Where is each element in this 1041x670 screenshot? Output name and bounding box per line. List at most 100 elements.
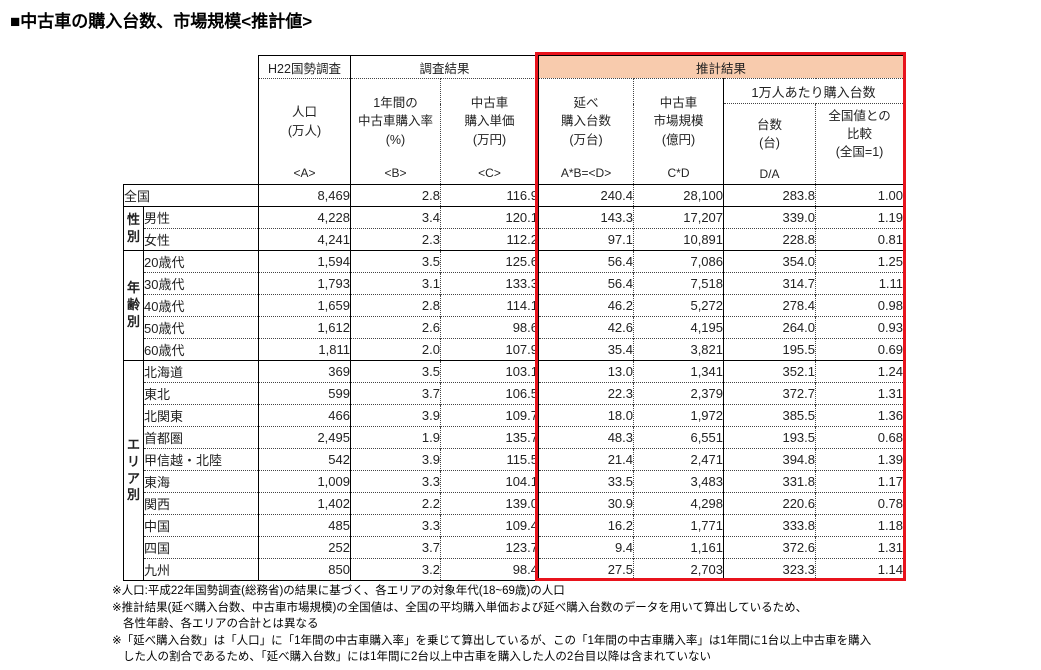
col-label: 1年間の 中古車購入率 (%) bbox=[357, 96, 433, 147]
cell-units-per-10k: 278.4 bbox=[723, 294, 816, 317]
cell-market-size: 17,207 bbox=[633, 206, 724, 229]
col-code: <B> bbox=[384, 166, 407, 180]
table-row: 50歳代 1,612 2.6 98.6 42.6 4,195 264.0 0.93 bbox=[124, 316, 905, 339]
cell-national-ratio: 0.81 bbox=[815, 228, 905, 251]
cell-national-ratio: 1.36 bbox=[815, 404, 905, 427]
col-label: 中古車 市場規模 (億円) bbox=[653, 96, 704, 147]
row-label: 関西 bbox=[143, 492, 259, 515]
row-label: 60歳代 bbox=[143, 338, 259, 361]
cell-population: 1,793 bbox=[258, 272, 351, 295]
cell-population: 466 bbox=[258, 404, 351, 427]
cell-population: 1,612 bbox=[258, 316, 351, 339]
col-header-total-units: 延べ 購入台数 (万台) A*B=<D> bbox=[538, 78, 634, 185]
cell-market-size: 28,100 bbox=[633, 184, 724, 207]
row-label: 四国 bbox=[143, 536, 259, 559]
cell-total-units: 33.5 bbox=[538, 470, 634, 493]
cell-units-per-10k: 333.8 bbox=[723, 514, 816, 537]
cell-total-units: 9.4 bbox=[538, 536, 634, 559]
cell-market-size: 2,379 bbox=[633, 382, 724, 405]
cell-units-per-10k: 314.7 bbox=[723, 272, 816, 295]
cell-units-per-10k: 193.5 bbox=[723, 426, 816, 449]
cell-national-ratio: 1.24 bbox=[815, 360, 905, 383]
cell-population: 485 bbox=[258, 514, 351, 537]
row-label: 甲信越・北陸 bbox=[143, 448, 259, 471]
cell-purchase-rate: 3.5 bbox=[350, 250, 441, 273]
cell-national-ratio: 1.31 bbox=[815, 536, 905, 559]
cell-purchase-rate: 3.2 bbox=[350, 558, 441, 581]
row-label: 女性 bbox=[143, 228, 259, 251]
cell-total-units: 16.2 bbox=[538, 514, 634, 537]
cell-market-size: 1,341 bbox=[633, 360, 724, 383]
cell-total-units: 56.4 bbox=[538, 272, 634, 295]
cell-unit-price: 112.2 bbox=[439, 228, 539, 251]
col-label: 台数 (台) bbox=[757, 117, 783, 150]
footnote-line: ※「延べ購入台数」は「人口」に「1年間の中古車購入率」を乗じて算出しているが、こ… bbox=[112, 634, 872, 647]
table-row: 年齢別 20歳代 1,594 3.5 125.6 56.4 7,086 354.0 1.25 bbox=[123, 250, 905, 361]
cell-market-size: 6,551 bbox=[633, 426, 724, 449]
cell-national-ratio: 1.17 bbox=[815, 470, 905, 493]
cell-market-size: 4,298 bbox=[633, 492, 724, 515]
cell-total-units: 13.0 bbox=[538, 360, 634, 383]
header-spacer bbox=[124, 56, 259, 79]
cell-population: 1,009 bbox=[258, 470, 351, 493]
cell-market-size: 3,483 bbox=[633, 470, 724, 493]
footnote-line: した人の割合であるため、「延べ購入台数」には1年間に2台以上中古車を購入した人の… bbox=[123, 651, 711, 663]
cell-unit-price: 114.1 bbox=[439, 294, 539, 317]
cell-population: 1,402 bbox=[258, 492, 351, 515]
row-label: 50歳代 bbox=[143, 316, 259, 339]
cell-unit-price: 116.9 bbox=[439, 184, 539, 207]
cell-population: 1,659 bbox=[258, 294, 351, 317]
column-header-row: 人口 (万人) <A> 1年間の 中古車購入率 (%) <B> 中古車 購入単価 (… bbox=[124, 78, 905, 185]
table-row: 中国 485 3.3 109.4 16.2 1,771 333.8 1.18 bbox=[124, 514, 905, 537]
col-code: D/A bbox=[759, 166, 780, 181]
row-label: 20歳代 bbox=[143, 250, 259, 273]
cell-total-units: 143.3 bbox=[538, 206, 634, 229]
col-code: <C> bbox=[478, 166, 501, 180]
cell-total-units: 48.3 bbox=[538, 426, 634, 449]
col-code: C*D bbox=[667, 166, 690, 180]
cell-purchase-rate: 3.9 bbox=[350, 448, 441, 471]
cell-unit-price: 98.6 bbox=[439, 316, 539, 339]
cell-population: 4,228 bbox=[258, 206, 351, 229]
footnotes: ※人口:平成22年国勢調査(総務省)の結果に基づく、各エリアの対象年代(18~6… bbox=[112, 583, 871, 666]
cell-total-units: 30.9 bbox=[538, 492, 634, 515]
cell-units-per-10k: 394.8 bbox=[723, 448, 816, 471]
cell-units-per-10k: 331.8 bbox=[723, 470, 816, 493]
cell-national-ratio: 1.11 bbox=[815, 272, 905, 295]
cell-unit-price: 103.1 bbox=[439, 360, 539, 383]
cell-purchase-rate: 2.2 bbox=[350, 492, 441, 515]
cell-market-size: 10,891 bbox=[633, 228, 724, 251]
cell-total-units: 22.3 bbox=[538, 382, 634, 405]
cell-purchase-rate: 2.6 bbox=[350, 316, 441, 339]
table-row: 首都圏 2,495 1.9 135.7 48.3 6,551 193.5 0.68 bbox=[124, 426, 905, 449]
cell-purchase-rate: 2.0 bbox=[350, 338, 441, 361]
cell-national-ratio: 0.98 bbox=[815, 294, 905, 317]
cell-unit-price: 107.9 bbox=[439, 338, 539, 361]
cell-national-ratio: 1.39 bbox=[815, 448, 905, 471]
cell-total-units: 35.4 bbox=[538, 338, 634, 361]
band-header-census: H22国勢調査 bbox=[258, 55, 351, 79]
cell-unit-price: 106.5 bbox=[439, 382, 539, 405]
cell-population: 542 bbox=[258, 448, 351, 471]
cell-market-size: 4,195 bbox=[633, 316, 724, 339]
row-label: 30歳代 bbox=[143, 272, 259, 295]
table-row: 九州 850 3.2 98.4 27.5 2,703 323.3 1.14 bbox=[124, 558, 905, 581]
cell-total-units: 42.6 bbox=[538, 316, 634, 339]
cell-national-ratio: 0.68 bbox=[815, 426, 905, 449]
cell-total-units: 21.4 bbox=[538, 448, 634, 471]
table-row: 四国 252 3.7 123.7 9.4 1,161 372.6 1.31 bbox=[124, 536, 905, 559]
col-code bbox=[817, 164, 903, 184]
row-label: 中国 bbox=[143, 514, 259, 537]
row-label: 北関東 bbox=[143, 404, 259, 427]
cell-unit-price: 104.1 bbox=[439, 470, 539, 493]
cell-population: 850 bbox=[258, 558, 351, 581]
cell-units-per-10k: 228.8 bbox=[723, 228, 816, 251]
cell-purchase-rate: 3.4 bbox=[350, 206, 441, 229]
cell-unit-price: 109.7 bbox=[439, 404, 539, 427]
col-code: A*B=<D> bbox=[560, 166, 612, 180]
cell-population: 2,495 bbox=[258, 426, 351, 449]
cell-unit-price: 109.4 bbox=[439, 514, 539, 537]
col-label: 全国値との 比較 (全国=1) bbox=[828, 108, 891, 160]
cell-purchase-rate: 3.3 bbox=[350, 470, 441, 493]
cell-units-per-10k: 352.1 bbox=[723, 360, 816, 383]
